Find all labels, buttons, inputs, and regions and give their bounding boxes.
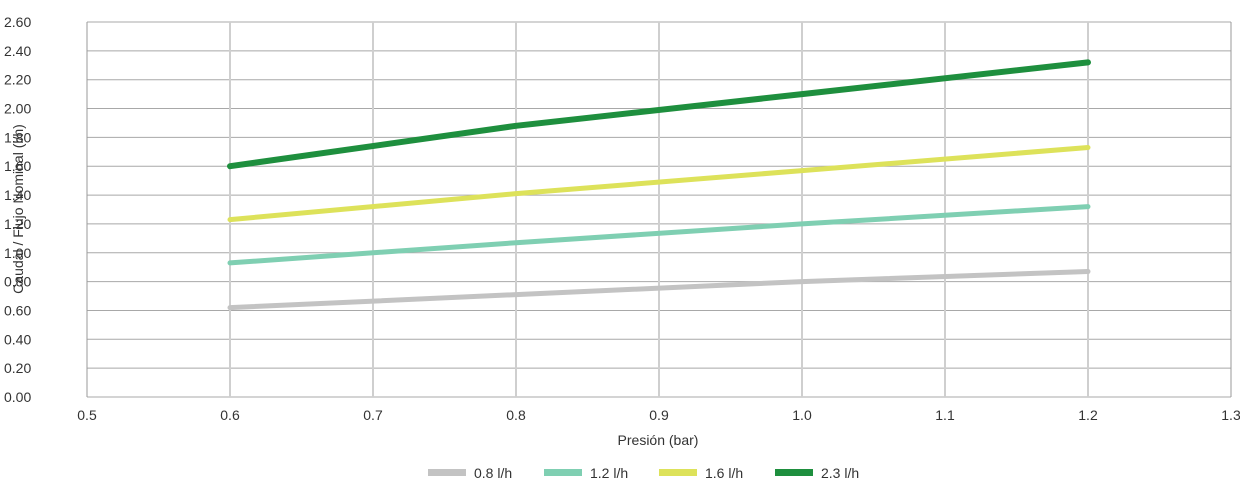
y-tick-label: 1.80	[4, 129, 31, 145]
y-tick-label: 0.20	[4, 360, 31, 376]
y-tick-label: 1.00	[4, 245, 31, 261]
y-axis-title: Caudal / Flujo Nominal (l/h)	[10, 124, 26, 294]
x-tick-label: 0.5	[77, 407, 97, 423]
grid	[86, 21, 1232, 398]
x-tick-label: 1.2	[1078, 407, 1098, 423]
legend-label: 1.2 l/h	[590, 465, 628, 481]
x-tick-label: 1.1	[935, 407, 955, 423]
legend: 0.8 l/h 1.2 l/h 1.6 l/h 2.3 l/h	[428, 465, 859, 481]
y-tick-label: 2.40	[4, 43, 31, 59]
x-tick-label: 1.0	[792, 407, 812, 423]
legend-label: 1.6 l/h	[705, 465, 743, 481]
x-tick-label: 0.9	[649, 407, 669, 423]
y-tick-label: 0.00	[4, 389, 31, 405]
series-lines	[227, 59, 1091, 311]
x-tick-label: 0.6	[220, 407, 240, 423]
y-tick-label: 1.60	[4, 158, 31, 174]
legend-label: 0.8 l/h	[474, 465, 512, 481]
legend-swatch	[659, 469, 697, 476]
legend-label: 2.3 l/h	[821, 465, 859, 481]
legend-swatch	[428, 469, 466, 476]
y-tick-label: 2.00	[4, 101, 31, 117]
series-line-4	[227, 59, 1091, 170]
y-tick-label: 0.80	[4, 274, 31, 290]
x-axis-ticks: 0.5 0.6 0.7 0.8 0.9 1.0 1.1 1.2 1.3	[77, 407, 1240, 423]
series-line-3	[227, 145, 1091, 223]
series-line-1	[227, 269, 1091, 311]
x-axis-title: Presión (bar)	[618, 432, 699, 448]
y-tick-label: 1.40	[4, 187, 31, 203]
y-axis-ticks: 0.00 0.20 0.40 0.60 0.80 1.00 1.20 1.40 1.60 1.80…	[4, 14, 31, 405]
legend-swatch	[775, 469, 813, 476]
y-tick-label: 2.60	[4, 14, 31, 30]
series-line-2	[227, 204, 1091, 266]
x-tick-label: 1.3	[1221, 407, 1240, 423]
y-tick-label: 0.60	[4, 302, 31, 318]
x-tick-label: 0.7	[363, 407, 383, 423]
y-tick-label: 1.20	[4, 216, 31, 232]
y-tick-label: 0.40	[4, 331, 31, 347]
y-tick-label: 2.20	[4, 72, 31, 88]
legend-swatch	[544, 469, 582, 476]
x-tick-label: 0.8	[506, 407, 526, 423]
